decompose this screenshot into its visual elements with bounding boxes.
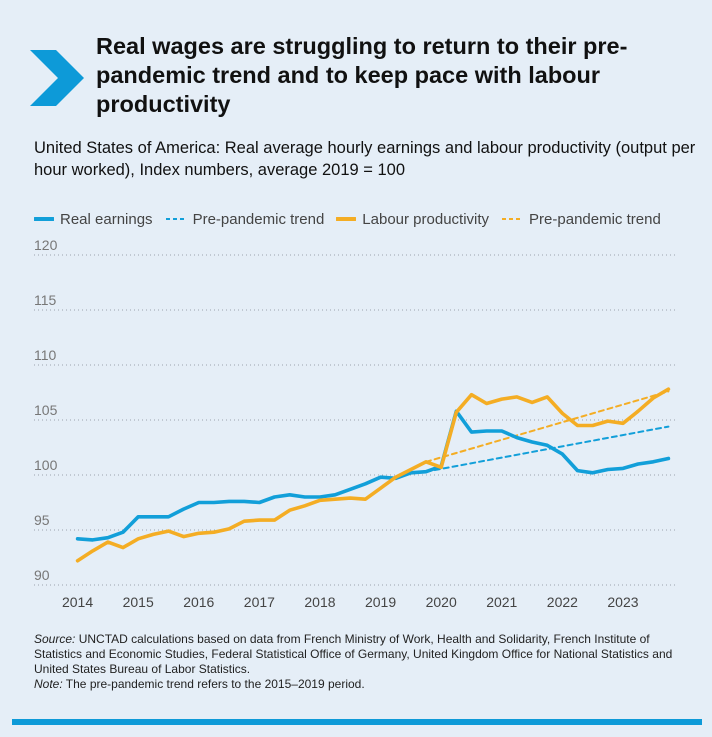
x-tick-label: 2018 — [304, 594, 335, 610]
legend-swatch-productivity-trend — [502, 218, 523, 220]
series-line-real-earnings-0 — [75, 409, 671, 542]
series-line-labour-productivity-2 — [75, 387, 671, 563]
source-note: Source: UNCTAD calculations based on dat… — [34, 632, 694, 677]
chevron-right-icon — [30, 50, 84, 106]
legend-item-productivity-trend: Pre-pandemic trend — [501, 211, 661, 228]
x-tick-label: 2019 — [365, 594, 396, 610]
y-tick-label: 110 — [34, 347, 57, 363]
chart-legend: Real earnings Pre-pandemic trend Labour … — [34, 209, 673, 229]
legend-swatch-labour-productivity — [336, 217, 357, 221]
note-text: The pre-pandemic trend refers to the 201… — [62, 677, 365, 691]
y-tick-label: 100 — [34, 457, 58, 473]
trend-note: Note: The pre-pandemic trend refers to t… — [34, 677, 694, 692]
legend-label: Labour productivity — [362, 210, 490, 228]
y-tick-label: 95 — [34, 512, 50, 528]
legend-label: Real earnings — [60, 210, 153, 228]
x-tick-label: 2021 — [486, 594, 517, 610]
y-tick-label: 90 — [34, 567, 50, 583]
legend-label: Pre-pandemic trend — [529, 210, 661, 228]
legend-swatch-real-earnings — [34, 217, 54, 221]
source-text: UNCTAD calculations based on data from F… — [34, 632, 673, 676]
legend-label: Pre-pandemic trend — [192, 210, 325, 228]
x-tick-label: 2022 — [547, 594, 578, 610]
y-tick-label: 105 — [34, 402, 58, 418]
x-tick-label: 2015 — [123, 594, 154, 610]
note-label: Note: — [34, 677, 63, 691]
page-title: Real wages are struggling to return to t… — [96, 33, 628, 117]
legend-item-real-earnings: Real earnings — [34, 211, 153, 228]
legend-swatch-earnings-trend — [165, 218, 186, 220]
y-tick-label: 120 — [34, 240, 58, 253]
bottom-accent-bar — [12, 719, 702, 725]
line-chart: 90 95 100 105 110 115 120 2014 2015 2016 2017 2018 2… — [34, 240, 676, 610]
chart-notes: Source: UNCTAD calculations based on dat… — [34, 632, 694, 692]
series-line-pre-pandemic-trend-1 — [425, 425, 670, 473]
chart-subtitle: United States of America: Real average h… — [34, 139, 696, 179]
legend-item-labour-productivity: Labour productivity — [336, 211, 489, 228]
series-line-pre-pandemic-trend-3 — [425, 390, 670, 463]
header: Real wages are struggling to return to t… — [0, 0, 712, 130]
x-tick-label: 2020 — [426, 594, 457, 610]
y-tick-label: 115 — [34, 292, 57, 308]
x-tick-label: 2016 — [183, 594, 214, 610]
source-label: Source: — [34, 632, 76, 646]
x-tick-label: 2017 — [244, 594, 275, 610]
legend-item-earnings-trend: Pre-pandemic trend — [165, 210, 325, 228]
x-tick-label: 2014 — [62, 594, 93, 610]
x-tick-label: 2023 — [607, 594, 638, 610]
